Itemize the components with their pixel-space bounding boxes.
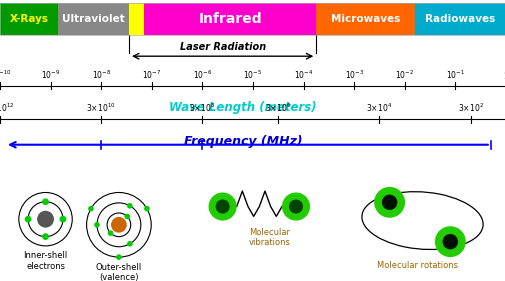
Ellipse shape bbox=[288, 200, 302, 214]
Ellipse shape bbox=[215, 200, 229, 214]
Text: Infrared: Infrared bbox=[198, 12, 262, 26]
Bar bbox=[144, 3, 316, 35]
Ellipse shape bbox=[25, 216, 31, 223]
Text: Wave Length (meters): Wave Length (meters) bbox=[169, 101, 316, 114]
Text: Microwaves: Microwaves bbox=[330, 14, 399, 24]
Ellipse shape bbox=[144, 206, 149, 211]
Ellipse shape bbox=[111, 217, 127, 233]
Ellipse shape bbox=[37, 211, 54, 228]
Ellipse shape bbox=[208, 192, 236, 221]
Text: Ultraviolet: Ultraviolet bbox=[62, 14, 125, 24]
Text: $10^{-10}$: $10^{-10}$ bbox=[0, 68, 12, 81]
Text: $10^{-7}$: $10^{-7}$ bbox=[142, 68, 161, 81]
Bar bbox=[58, 3, 129, 35]
Text: $10^{-3}$: $10^{-3}$ bbox=[344, 68, 363, 81]
Ellipse shape bbox=[42, 233, 49, 240]
Bar bbox=[129, 3, 144, 35]
Ellipse shape bbox=[42, 198, 49, 205]
Text: Laser Radiation: Laser Radiation bbox=[179, 42, 265, 52]
Ellipse shape bbox=[60, 216, 66, 223]
Bar bbox=[0, 3, 58, 35]
Text: $10^{-8}$: $10^{-8}$ bbox=[91, 68, 111, 81]
Text: $10^{-1}$: $10^{-1}$ bbox=[445, 68, 464, 81]
Text: $10^{-6}$: $10^{-6}$ bbox=[192, 68, 212, 81]
Text: X-Rays: X-Rays bbox=[10, 14, 48, 24]
Ellipse shape bbox=[116, 254, 122, 260]
Text: $3{\times}10^{12}$: $3{\times}10^{12}$ bbox=[0, 102, 15, 114]
Text: $3{\times}10^{10}$: $3{\times}10^{10}$ bbox=[86, 102, 116, 114]
Text: $3{\times}10^{4}$: $3{\times}10^{4}$ bbox=[366, 102, 392, 114]
Text: $10^{-9}$: $10^{-9}$ bbox=[41, 68, 60, 81]
Text: $3{\times}10^{6}$: $3{\times}10^{6}$ bbox=[265, 102, 291, 114]
Ellipse shape bbox=[442, 234, 457, 250]
Text: $10^{-4}$: $10^{-4}$ bbox=[293, 68, 313, 81]
Bar bbox=[316, 3, 414, 35]
Text: $10^{-2}$: $10^{-2}$ bbox=[394, 68, 414, 81]
Ellipse shape bbox=[127, 241, 132, 247]
Text: Molecular rotations: Molecular rotations bbox=[376, 261, 457, 270]
Text: $3{\times}10^{8}$: $3{\times}10^{8}$ bbox=[189, 102, 215, 114]
Text: Inner-shell
electrons: Inner-shell electrons bbox=[23, 251, 68, 271]
Ellipse shape bbox=[108, 230, 113, 236]
Text: $10^{-5}$: $10^{-5}$ bbox=[243, 68, 262, 81]
Ellipse shape bbox=[281, 192, 310, 221]
Text: Molecular
vibrations: Molecular vibrations bbox=[248, 228, 290, 247]
Text: Outer-shell
(valence)
electrons: Outer-shell (valence) electrons bbox=[95, 263, 142, 281]
Ellipse shape bbox=[124, 214, 130, 219]
Ellipse shape bbox=[381, 194, 396, 210]
Bar bbox=[414, 3, 505, 35]
Ellipse shape bbox=[434, 226, 465, 257]
Ellipse shape bbox=[373, 187, 405, 218]
Text: Radiowaves: Radiowaves bbox=[425, 14, 494, 24]
Bar bbox=[0, 3, 505, 35]
Text: $\mathbf{1}$: $\mathbf{1}$ bbox=[501, 70, 505, 81]
Ellipse shape bbox=[127, 203, 132, 209]
Ellipse shape bbox=[88, 206, 93, 211]
Text: $3{\times}10^{2}$: $3{\times}10^{2}$ bbox=[457, 102, 483, 114]
Text: Frequency (MHz): Frequency (MHz) bbox=[183, 135, 301, 148]
Ellipse shape bbox=[94, 222, 99, 228]
